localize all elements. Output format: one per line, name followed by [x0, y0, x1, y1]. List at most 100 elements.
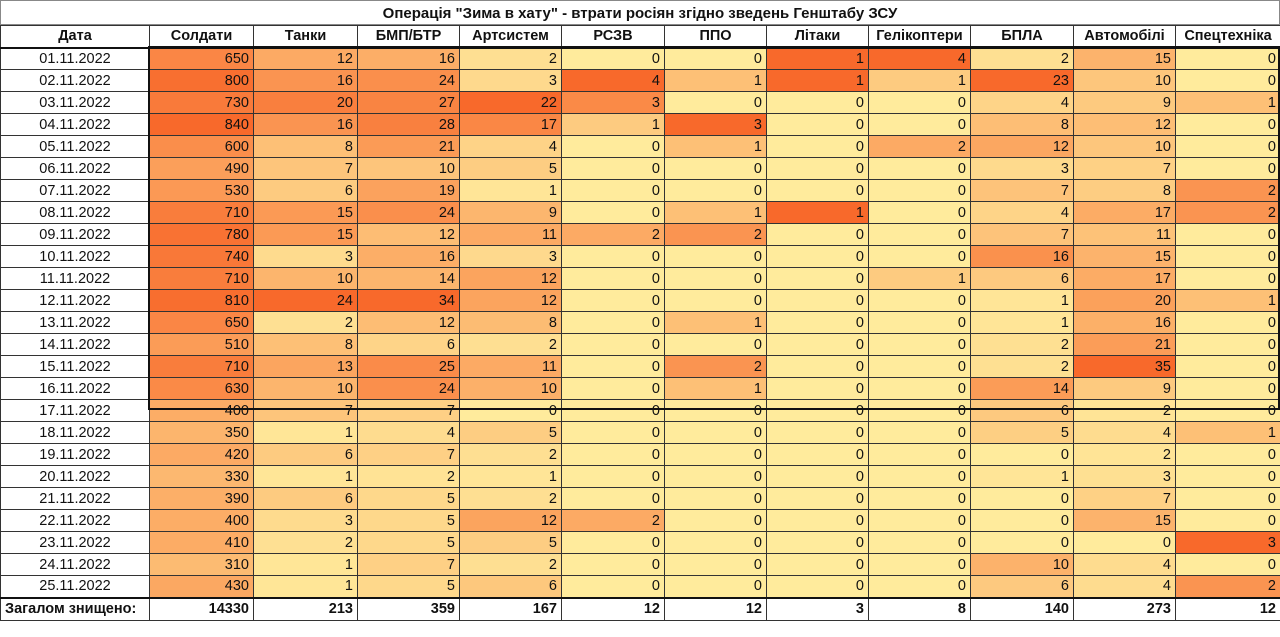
value-cell[interactable]: 4 [561, 69, 665, 92]
value-cell[interactable]: 710 [149, 201, 254, 224]
date-cell[interactable]: 05.11.2022 [0, 135, 150, 158]
value-cell[interactable]: 0 [1175, 333, 1280, 356]
value-cell[interactable]: 0 [868, 531, 971, 554]
value-cell[interactable]: 0 [664, 421, 767, 444]
value-cell[interactable]: 0 [868, 421, 971, 444]
value-cell[interactable]: 0 [664, 487, 767, 510]
column-header[interactable]: Літаки [766, 25, 869, 49]
date-cell[interactable]: 16.11.2022 [0, 377, 150, 400]
value-cell[interactable]: 2 [868, 135, 971, 158]
value-cell[interactable]: 0 [664, 553, 767, 576]
value-cell[interactable]: 10 [1073, 69, 1176, 92]
value-cell[interactable]: 28 [357, 113, 460, 136]
value-cell[interactable]: 430 [149, 575, 254, 598]
value-cell[interactable]: 0 [766, 113, 869, 136]
value-cell[interactable]: 4 [970, 201, 1074, 224]
value-cell[interactable]: 0 [664, 443, 767, 466]
value-cell[interactable]: 24 [357, 201, 460, 224]
value-cell[interactable]: 10 [253, 377, 358, 400]
value-cell[interactable]: 8 [253, 135, 358, 158]
value-cell[interactable]: 650 [149, 311, 254, 334]
total-cell[interactable]: 14330 [149, 596, 254, 621]
value-cell[interactable]: 780 [149, 223, 254, 246]
value-cell[interactable]: 2 [664, 355, 767, 378]
value-cell[interactable]: 2 [459, 333, 562, 356]
value-cell[interactable]: 2 [357, 465, 460, 488]
value-cell[interactable]: 0 [664, 91, 767, 114]
value-cell[interactable]: 0 [868, 377, 971, 400]
value-cell[interactable]: 2 [1073, 399, 1176, 422]
value-cell[interactable]: 20 [253, 91, 358, 114]
value-cell[interactable]: 0 [868, 179, 971, 202]
value-cell[interactable]: 0 [561, 377, 665, 400]
value-cell[interactable]: 0 [1175, 553, 1280, 576]
value-cell[interactable]: 0 [664, 245, 767, 268]
value-cell[interactable]: 490 [149, 157, 254, 180]
value-cell[interactable]: 7 [970, 179, 1074, 202]
value-cell[interactable]: 1 [664, 69, 767, 92]
value-cell[interactable]: 16 [970, 245, 1074, 268]
value-cell[interactable]: 730 [149, 91, 254, 114]
value-cell[interactable]: 22 [459, 91, 562, 114]
column-header[interactable]: БМП/БТР [357, 25, 460, 49]
value-cell[interactable]: 0 [664, 179, 767, 202]
value-cell[interactable]: 2 [970, 333, 1074, 356]
value-cell[interactable]: 5 [357, 487, 460, 510]
value-cell[interactable]: 1 [664, 377, 767, 400]
value-cell[interactable]: 1 [970, 465, 1074, 488]
value-cell[interactable]: 7 [357, 553, 460, 576]
value-cell[interactable]: 10 [459, 377, 562, 400]
value-cell[interactable]: 0 [766, 289, 869, 312]
date-cell[interactable]: 09.11.2022 [0, 223, 150, 246]
value-cell[interactable]: 0 [561, 399, 665, 422]
date-cell[interactable]: 23.11.2022 [0, 531, 150, 554]
value-cell[interactable]: 390 [149, 487, 254, 510]
date-cell[interactable]: 17.11.2022 [0, 399, 150, 422]
value-cell[interactable]: 2 [664, 223, 767, 246]
date-cell[interactable]: 08.11.2022 [0, 201, 150, 224]
value-cell[interactable]: 7 [253, 399, 358, 422]
value-cell[interactable]: 0 [766, 377, 869, 400]
date-cell[interactable]: 13.11.2022 [0, 311, 150, 334]
value-cell[interactable]: 1 [766, 47, 869, 70]
value-cell[interactable]: 0 [868, 443, 971, 466]
value-cell[interactable]: 1 [1175, 91, 1280, 114]
value-cell[interactable]: 3 [253, 245, 358, 268]
date-cell[interactable]: 02.11.2022 [0, 69, 150, 92]
value-cell[interactable]: 6 [253, 487, 358, 510]
total-label[interactable]: Загалом знищено: [0, 596, 150, 621]
value-cell[interactable]: 530 [149, 179, 254, 202]
date-cell[interactable]: 22.11.2022 [0, 509, 150, 532]
value-cell[interactable]: 6 [970, 399, 1074, 422]
value-cell[interactable]: 0 [1175, 267, 1280, 290]
value-cell[interactable]: 1 [868, 267, 971, 290]
value-cell[interactable]: 0 [1175, 47, 1280, 70]
value-cell[interactable]: 0 [868, 289, 971, 312]
value-cell[interactable]: 0 [561, 531, 665, 554]
value-cell[interactable]: 2 [561, 223, 665, 246]
date-cell[interactable]: 11.11.2022 [0, 267, 150, 290]
value-cell[interactable]: 9 [1073, 377, 1176, 400]
value-cell[interactable]: 0 [766, 333, 869, 356]
total-cell[interactable]: 359 [357, 596, 460, 621]
value-cell[interactable]: 0 [766, 245, 869, 268]
value-cell[interactable]: 10 [1073, 135, 1176, 158]
total-cell[interactable]: 8 [868, 596, 971, 621]
value-cell[interactable]: 24 [253, 289, 358, 312]
value-cell[interactable]: 19 [357, 179, 460, 202]
value-cell[interactable]: 1 [664, 135, 767, 158]
value-cell[interactable]: 330 [149, 465, 254, 488]
column-header[interactable]: Гелікоптери [868, 25, 971, 49]
value-cell[interactable]: 0 [766, 421, 869, 444]
value-cell[interactable]: 350 [149, 421, 254, 444]
value-cell[interactable]: 1 [1175, 421, 1280, 444]
value-cell[interactable]: 1 [253, 553, 358, 576]
value-cell[interactable]: 810 [149, 289, 254, 312]
value-cell[interactable]: 0 [766, 553, 869, 576]
value-cell[interactable]: 0 [664, 399, 767, 422]
value-cell[interactable]: 0 [1175, 487, 1280, 510]
value-cell[interactable]: 0 [868, 333, 971, 356]
value-cell[interactable]: 0 [1175, 311, 1280, 334]
value-cell[interactable]: 0 [766, 223, 869, 246]
value-cell[interactable]: 0 [868, 223, 971, 246]
